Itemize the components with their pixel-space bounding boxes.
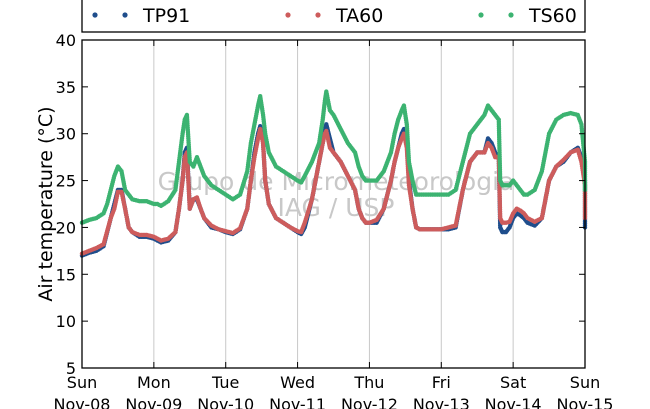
plot-frame (81, 39, 586, 369)
legend: TP91 TA60 TS60 (81, 0, 586, 33)
x-tick-date: Nov-11 (269, 395, 326, 409)
x-tick-date: Nov-09 (125, 395, 182, 409)
legend-box (81, 0, 586, 33)
legend-label: TP91 (142, 5, 190, 27)
legend-marker (92, 12, 98, 18)
y-tick-label: 10 (56, 312, 76, 331)
legend-label: TS60 (528, 5, 577, 27)
gridlines (153, 40, 514, 368)
series-ta60 (79, 126, 588, 256)
y-tick-label: 30 (56, 125, 76, 144)
legend-marker (315, 12, 321, 18)
y-tick-label: 5 (66, 359, 76, 378)
legend-marker (508, 12, 514, 18)
watermark-line-2: IAG / USP (278, 193, 395, 222)
y-tick-label: 40 (56, 31, 76, 50)
x-tick-date: Nov-14 (485, 395, 542, 409)
legend-items: TP91 TA60 TS60 (92, 5, 577, 27)
legend-marker (285, 12, 291, 18)
x-tick-date: Nov-15 (557, 395, 614, 409)
y-tick-label: 35 (56, 78, 76, 97)
x-tick-day: Thu (353, 373, 384, 392)
x-axis: Sun Nov-08 Mon Nov-09 Tue Nov-10 Wed Nov-11 Thu N… (54, 40, 614, 409)
x-tick-date: Nov-10 (197, 395, 254, 409)
x-tick-day: Sun (570, 373, 600, 392)
y-tick-label: 25 (56, 172, 76, 191)
legend-item-tp91: TP91 (92, 5, 190, 27)
series-layer (79, 89, 588, 258)
y-axis: 5 10 15 20 25 30 35 40 (56, 31, 585, 378)
y-tick-label: 20 (56, 218, 76, 237)
x-tick-day: Wed (280, 373, 315, 392)
legend-item-ta60: TA60 (285, 5, 383, 27)
y-tick-label: 15 (56, 265, 76, 284)
x-tick-day: Sat (500, 373, 526, 392)
x-tick-date: Nov-12 (341, 395, 398, 409)
legend-marker (478, 12, 484, 18)
x-tick-day: Sun (67, 373, 97, 392)
x-tick-date: Nov-13 (413, 395, 470, 409)
x-tick-day: Mon (137, 373, 171, 392)
legend-item-ts60: TS60 (478, 5, 577, 27)
legend-marker (122, 12, 128, 18)
x-tick-day: Fri (432, 373, 451, 392)
y-axis-label: Air temperature (°C) (35, 106, 57, 301)
x-tick-day: Tue (211, 373, 239, 392)
legend-label: TA60 (335, 5, 383, 27)
x-tick-date: Nov-08 (54, 395, 111, 409)
